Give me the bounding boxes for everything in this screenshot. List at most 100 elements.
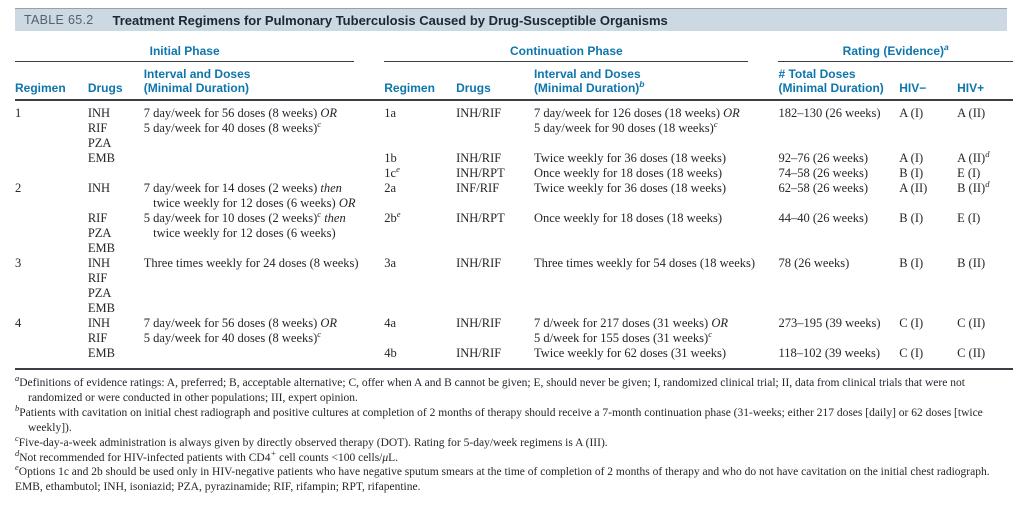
table-cell [534,196,779,211]
table-cell [778,196,899,211]
table-cell: 5 day/week for 90 doses (18 weeks)c [533,118,718,135]
table-cell [144,151,385,166]
table-cell: C (II) [957,346,986,360]
table-cell: C (II) [957,316,986,330]
table-cell: A (I) [899,106,924,120]
table-title: Treatment Regimens for Pulmonary Tubercu… [112,12,668,28]
table-cell [15,196,88,211]
table-cell: INH [87,256,111,270]
table-cell: 78 (26 weeks) [778,256,850,270]
table-cell: B (I) [899,256,924,270]
table-cell: 5 d/week for 155 doses (31 weeks)c [533,328,712,345]
table-cell: INH/RIF [456,106,502,120]
column-group-continuation-phase: Continuation Phase [384,31,778,62]
footnote-b: bPatients with cavitation on initial che… [15,402,983,434]
table-cell: 1 [15,106,22,120]
table-cell: C (I) [899,316,924,330]
table-cell [778,286,899,301]
column-header-interval-and-doses: Interval and Doses (Minimal Duration)b [533,62,779,101]
table-cell [15,331,88,346]
table-row: 4 INH 7 day/week for 56 doses (8 weeks) OR… [15,316,1013,331]
table-row: PZA [15,286,1013,301]
table-cell [144,346,385,369]
column-header-hiv: HIV+ [957,62,1013,101]
treatment-regimens-table: Initial Phase Continuation Phase Rating (E… [15,31,1013,370]
table-cell: 7 day/week for 126 doses (18 weeks) OR [533,106,740,120]
footnote-e: eOptions 1c and 2b should be used only i… [15,462,990,479]
table-row: EMB 1b INH/RIF Twice weekly for 36 doses (1… [15,150,1013,166]
table-cell [456,271,534,286]
table-cell: C (I) [899,346,924,360]
table-cell: 182–130 (26 weeks) [778,106,881,120]
table-cell: 74–58 (26 weeks) [778,166,869,180]
table-cell [144,136,385,151]
table-cell [15,271,88,286]
column-header-regimen: Regimen [384,62,457,101]
table-cell [778,136,899,151]
table-cell [534,136,779,151]
table-cell: 4b [384,346,397,360]
table-cell [15,346,88,369]
table-row: EMB [15,301,1013,316]
table-cell: 5 day/week for 10 doses (2 weeks)c then [143,208,346,225]
table-cell [957,271,1013,286]
table-cell: PZA [87,136,112,150]
table-cell [15,121,88,136]
table-cell: INF/RIF [456,181,500,195]
table-cell: A (I) [899,151,924,165]
table-cell: INH/RIF [456,151,502,165]
table-cell: B (II)d [957,178,990,195]
table-cell: 92–76 (26 weeks) [778,151,869,165]
table-cell: 1a [384,106,397,120]
table-cell [899,271,957,286]
table-cell [384,286,456,301]
table-cell: EMB [87,301,115,315]
table-cell [456,301,534,316]
table-cell: INH/RIF [456,256,502,270]
column-header-hiv: HIV− [899,62,958,101]
table-cell: INH/RIF [456,316,502,330]
column-group-row: Initial Phase Continuation Phase Rating (E… [15,31,1013,62]
table-cell [534,241,779,256]
table-cell [957,121,1013,136]
table-cell: 5 day/week for 40 doses (8 weeks)c [143,118,322,135]
table-cell [384,241,456,256]
table-cell [384,136,456,151]
table-row: RIF 5 day/week for 40 doses (8 weeks)c 5 d… [15,118,1013,136]
table-cell: INH/RPT [456,211,505,225]
table-cell [456,286,534,301]
table-cell: A (II) [899,181,928,195]
table-row: RIF 5 day/week for 40 doses (8 weeks)c 5 d… [15,328,1013,346]
table-cell: 7 day/week for 56 doses (8 weeks) OR [143,106,338,120]
table-cell [456,331,534,346]
table-cell [15,151,88,166]
table-cell: PZA [87,226,112,240]
table-cell [957,241,1013,256]
table-cell: 62–58 (26 weeks) [778,181,869,195]
table-cell [456,121,534,136]
table-cell: EMB [87,241,115,255]
table-cell: EMB [87,346,115,360]
table-cell: INH/RPT [456,166,505,180]
table-cell [15,241,88,256]
table-row: RIF [15,271,1013,286]
table-row: twice weekly for 12 doses (6 weeks) OR [15,196,1013,211]
table-title-bar: TABLE 65.2 Treatment Regimens for Pulmon… [15,8,1007,31]
table-cell: 273–195 (39 weeks) [778,316,881,330]
table-cell [384,331,456,346]
table-cell: 118–102 (39 weeks) [778,346,881,360]
table-cell: Three times weekly for 24 doses (8 weeks… [143,256,359,270]
table-cell [778,271,899,286]
table-cell [15,226,88,241]
table-cell [899,121,957,136]
table-cell: Twice weekly for 36 doses (18 weeks) [533,181,727,195]
table-cell [15,136,88,151]
table-cell [899,301,957,316]
table-cell [384,196,456,211]
table-cell [534,226,779,241]
table-cell [899,196,957,211]
column-header-drugs: Drugs [87,62,144,101]
table-number-label: TABLE 65.2 [24,13,94,27]
table-row: EMB [15,241,1013,256]
table-cell: PZA [87,286,112,300]
